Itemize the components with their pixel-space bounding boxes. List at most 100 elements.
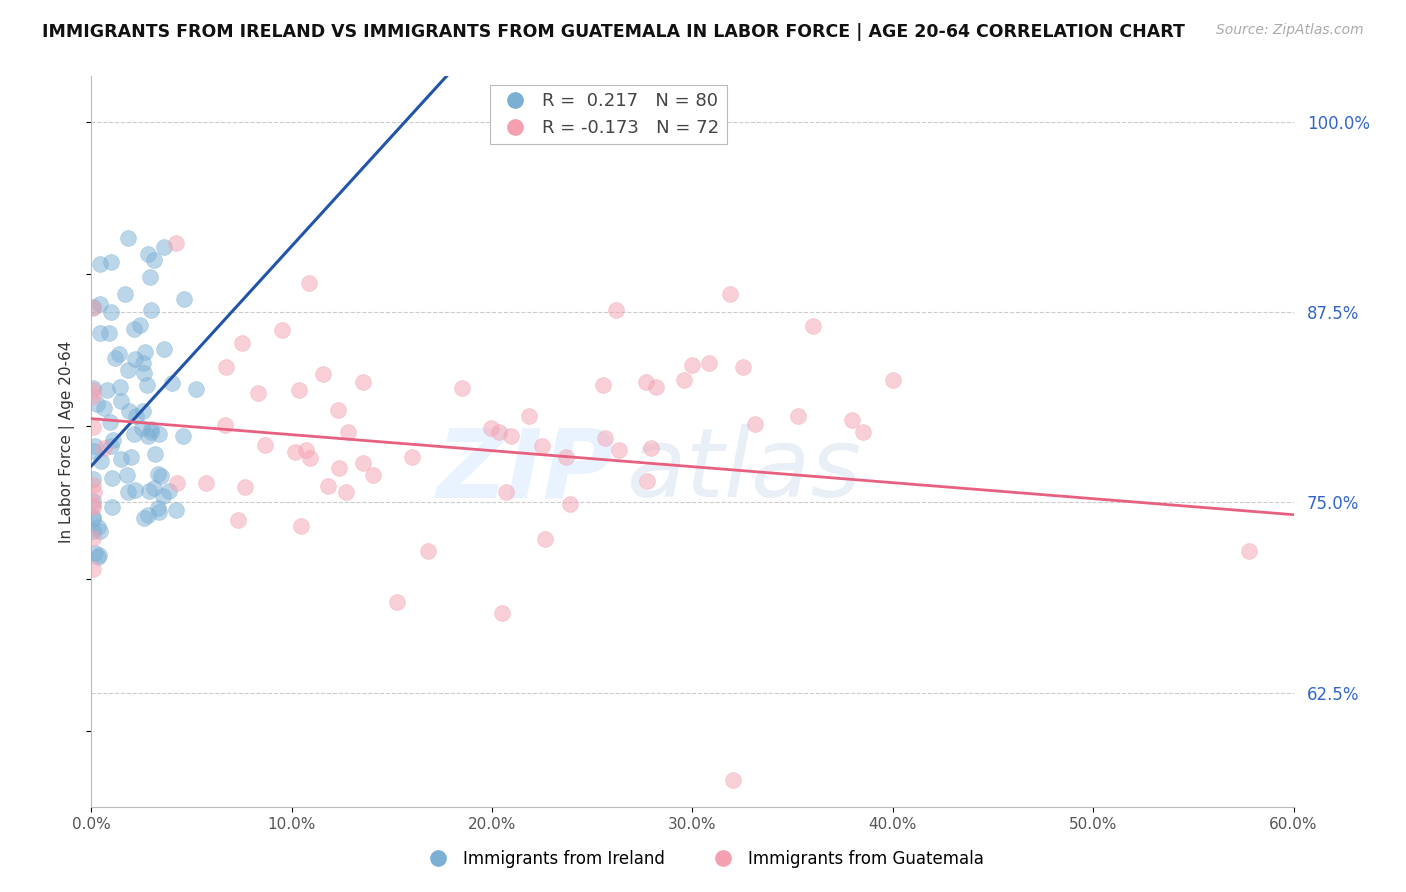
- Point: [672, 373, 695, 387]
- Point: [352, 375, 374, 389]
- Point: [124, 427, 146, 442]
- Point: [195, 475, 218, 490]
- Point: [100, 305, 122, 319]
- Point: [312, 367, 335, 381]
- Point: [157, 483, 180, 498]
- Point: [82, 512, 104, 526]
- Point: [89, 326, 111, 341]
- Point: [83, 444, 105, 458]
- Point: [495, 484, 517, 499]
- Point: [328, 460, 350, 475]
- Point: [89, 524, 111, 538]
- Point: [87, 548, 110, 562]
- Point: [288, 384, 311, 398]
- Point: [100, 415, 122, 429]
- Point: [298, 450, 321, 465]
- Point: [124, 483, 146, 498]
- Point: [86, 396, 108, 410]
- Point: [139, 270, 162, 285]
- Point: [721, 772, 744, 787]
- Point: [97, 326, 120, 340]
- Point: [661, 119, 683, 133]
- Point: [882, 373, 904, 387]
- Text: Source: ZipAtlas.com: Source: ZipAtlas.com: [1216, 23, 1364, 37]
- Point: [132, 403, 155, 417]
- Point: [166, 503, 188, 517]
- Point: [82, 300, 104, 314]
- Point: [82, 419, 104, 434]
- Point: [152, 342, 174, 356]
- Point: [108, 347, 131, 361]
- Point: [114, 286, 136, 301]
- Point: [141, 302, 163, 317]
- Point: [558, 497, 581, 511]
- Point: [519, 409, 541, 423]
- Text: IMMIGRANTS FROM IRELAND VS IMMIGRANTS FROM GUATEMALA IN LABOR FORCE | AGE 20-64 : IMMIGRANTS FROM IRELAND VS IMMIGRANTS FR…: [42, 23, 1185, 41]
- Point: [841, 413, 863, 427]
- Point: [605, 302, 627, 317]
- Point: [172, 429, 194, 443]
- Point: [231, 335, 253, 350]
- Point: [744, 417, 766, 432]
- Point: [128, 318, 150, 332]
- Point: [110, 393, 132, 408]
- Point: [530, 439, 553, 453]
- Point: [87, 520, 110, 534]
- Point: [110, 452, 132, 467]
- Point: [143, 252, 166, 267]
- Point: [134, 344, 156, 359]
- Point: [166, 475, 188, 490]
- Point: [718, 286, 741, 301]
- Point: [148, 467, 170, 481]
- Point: [152, 240, 174, 254]
- Point: [173, 292, 195, 306]
- Point: [165, 236, 187, 251]
- Point: [132, 356, 155, 370]
- Point: [697, 356, 720, 370]
- Text: atlas: atlas: [626, 425, 862, 517]
- Point: [96, 383, 118, 397]
- Point: [117, 484, 139, 499]
- Point: [83, 484, 105, 499]
- Point: [554, 450, 576, 464]
- Point: [335, 485, 357, 500]
- Point: [294, 442, 316, 457]
- Point: [136, 246, 159, 260]
- Point: [82, 384, 104, 398]
- Point: [82, 301, 104, 315]
- Point: [131, 421, 153, 435]
- Point: [120, 450, 142, 465]
- Point: [82, 524, 104, 538]
- Point: [136, 377, 159, 392]
- Legend: R =  0.217   N = 80, R = -0.173   N = 72: R = 0.217 N = 80, R = -0.173 N = 72: [489, 85, 727, 145]
- Point: [117, 231, 139, 245]
- Point: [226, 513, 249, 527]
- Point: [87, 549, 110, 564]
- Point: [801, 318, 824, 333]
- Point: [136, 428, 159, 442]
- Point: [634, 375, 657, 389]
- Point: [149, 468, 172, 483]
- Point: [481, 421, 503, 435]
- Point: [491, 606, 513, 620]
- Point: [143, 447, 166, 461]
- Point: [89, 257, 111, 271]
- Point: [450, 380, 472, 394]
- Point: [138, 483, 160, 498]
- Point: [83, 439, 105, 453]
- Point: [290, 519, 312, 533]
- Point: [82, 477, 104, 491]
- Text: ZIP: ZIP: [436, 425, 614, 517]
- Point: [82, 381, 104, 395]
- Point: [124, 351, 146, 366]
- Point: [101, 500, 124, 514]
- Point: [636, 474, 658, 488]
- Point: [152, 489, 174, 503]
- Point: [148, 427, 170, 442]
- Point: [90, 453, 112, 467]
- Point: [593, 430, 616, 444]
- Point: [104, 351, 127, 365]
- Point: [124, 322, 146, 336]
- Point: [787, 409, 810, 424]
- Legend: Immigrants from Ireland, Immigrants from Guatemala: Immigrants from Ireland, Immigrants from…: [415, 844, 991, 875]
